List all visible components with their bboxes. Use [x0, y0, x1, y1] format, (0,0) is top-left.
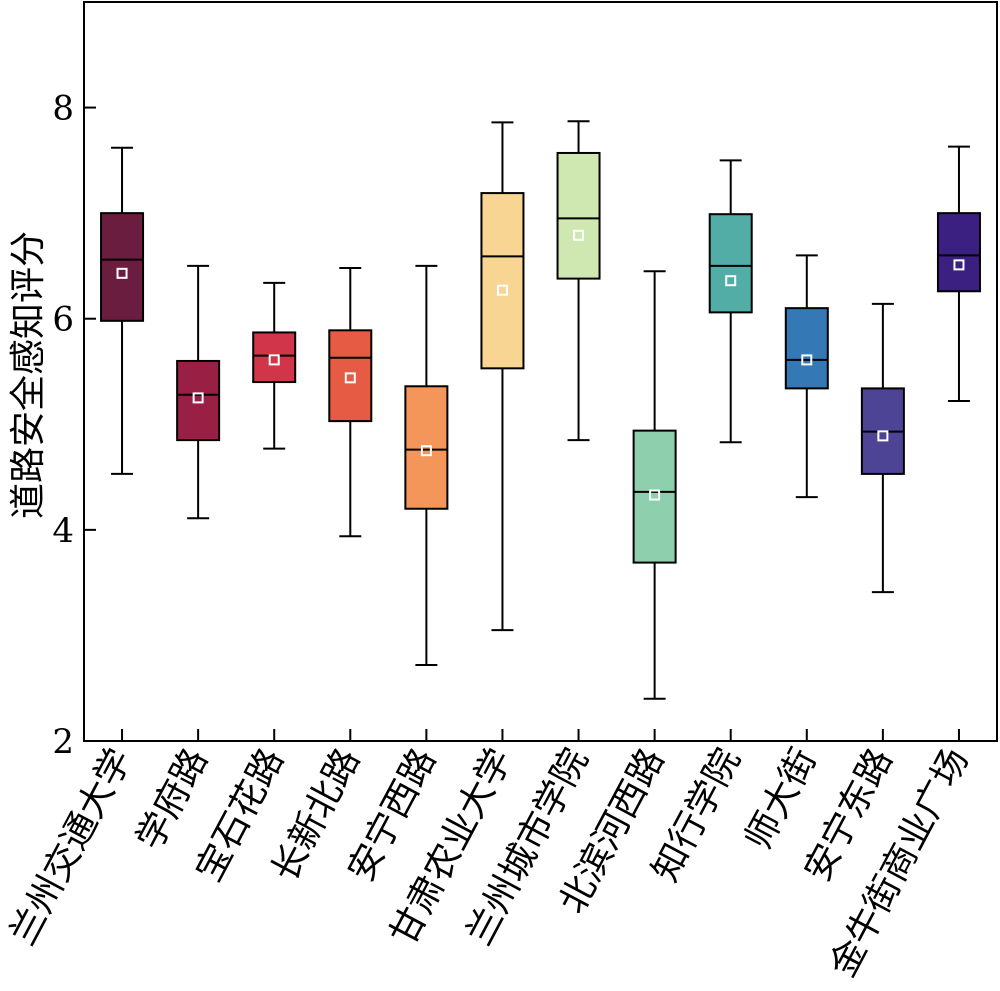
x-category-label: 学府路: [129, 742, 216, 857]
iqr-box: [328, 329, 373, 423]
mean-marker: [801, 354, 813, 366]
mean-marker: [573, 229, 585, 241]
box-group: [784, 254, 829, 741]
mean-marker: [877, 430, 889, 442]
iqr-box: [100, 212, 145, 322]
iqr-box: [176, 359, 221, 442]
y-tick-label: 4: [52, 511, 74, 551]
iqr-box: [556, 151, 601, 280]
box-group: [708, 159, 753, 741]
y-tick-label: 8: [52, 89, 74, 129]
iqr-box: [784, 307, 829, 390]
box-group: [632, 270, 677, 741]
box-group: [252, 281, 297, 741]
iqr-box: [936, 212, 981, 293]
mean-marker: [953, 259, 965, 271]
iqr-box: [632, 429, 677, 564]
box-group: [176, 264, 221, 741]
y-tick-label: 2: [52, 722, 74, 762]
x-category-label: 兰州交通大学: [2, 742, 140, 952]
box-group: [328, 267, 373, 741]
box-group: [860, 302, 905, 741]
mean-marker: [116, 267, 128, 279]
box-group: [936, 145, 981, 741]
y-axis-title: 道路安全感知评分: [8, 231, 49, 519]
box-group: [404, 264, 449, 741]
mean-marker: [344, 372, 356, 384]
mean-marker: [725, 275, 737, 287]
mean-marker: [268, 354, 280, 366]
plot-frame: [83, 1, 998, 742]
x-category-label: 师大街: [738, 742, 825, 857]
box-group: [556, 120, 601, 741]
mean-marker: [420, 445, 432, 457]
iqr-box: [404, 385, 449, 510]
y-tick-label: 6: [52, 300, 74, 340]
mean-marker: [192, 392, 204, 404]
box-group: [480, 121, 525, 741]
box-group: [100, 146, 145, 741]
mean-marker: [496, 284, 508, 296]
iqr-box: [708, 213, 753, 314]
iqr-box: [252, 331, 297, 384]
iqr-box: [480, 192, 525, 370]
mean-marker: [649, 489, 661, 501]
